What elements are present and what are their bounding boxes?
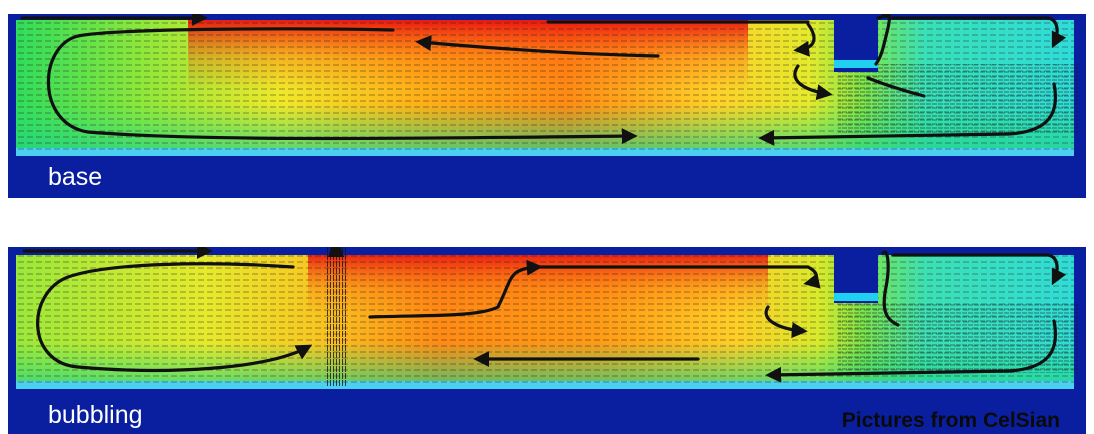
panel-label-base: base <box>48 163 103 191</box>
image-credit: Pictures from CelSian <box>841 409 1060 432</box>
bubble-plume-icon <box>326 247 346 387</box>
flow-arrow-icon <box>22 247 1067 383</box>
flow-field-bubbling <box>8 247 1086 434</box>
panel-label-bubbling: bubbling <box>48 401 143 429</box>
flow-field-base <box>8 14 1086 198</box>
panel-bubbling: bubbling Pictures from CelSian <box>8 247 1086 434</box>
panel-base: base <box>8 14 1086 198</box>
flow-arrow-icon <box>20 14 1067 146</box>
